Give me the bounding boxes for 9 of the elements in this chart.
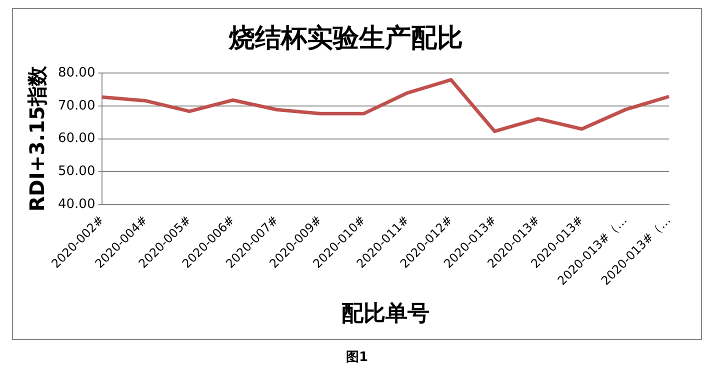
chart-title: 烧结杯实验生产配比 (228, 23, 463, 54)
y-tick-label: 50.00 (58, 164, 96, 180)
y-tick-label: 60.00 (58, 131, 96, 146)
y-axis-title: RDI+3.15指数 (25, 65, 50, 212)
y-tick-label: 70.00 (58, 98, 96, 114)
caption: 图1 (344, 349, 370, 366)
y-tick-label: 40.00 (58, 196, 96, 212)
y-tick-label: 80.00 (58, 66, 96, 81)
x-axis-title: 配比单号 (342, 302, 430, 327)
